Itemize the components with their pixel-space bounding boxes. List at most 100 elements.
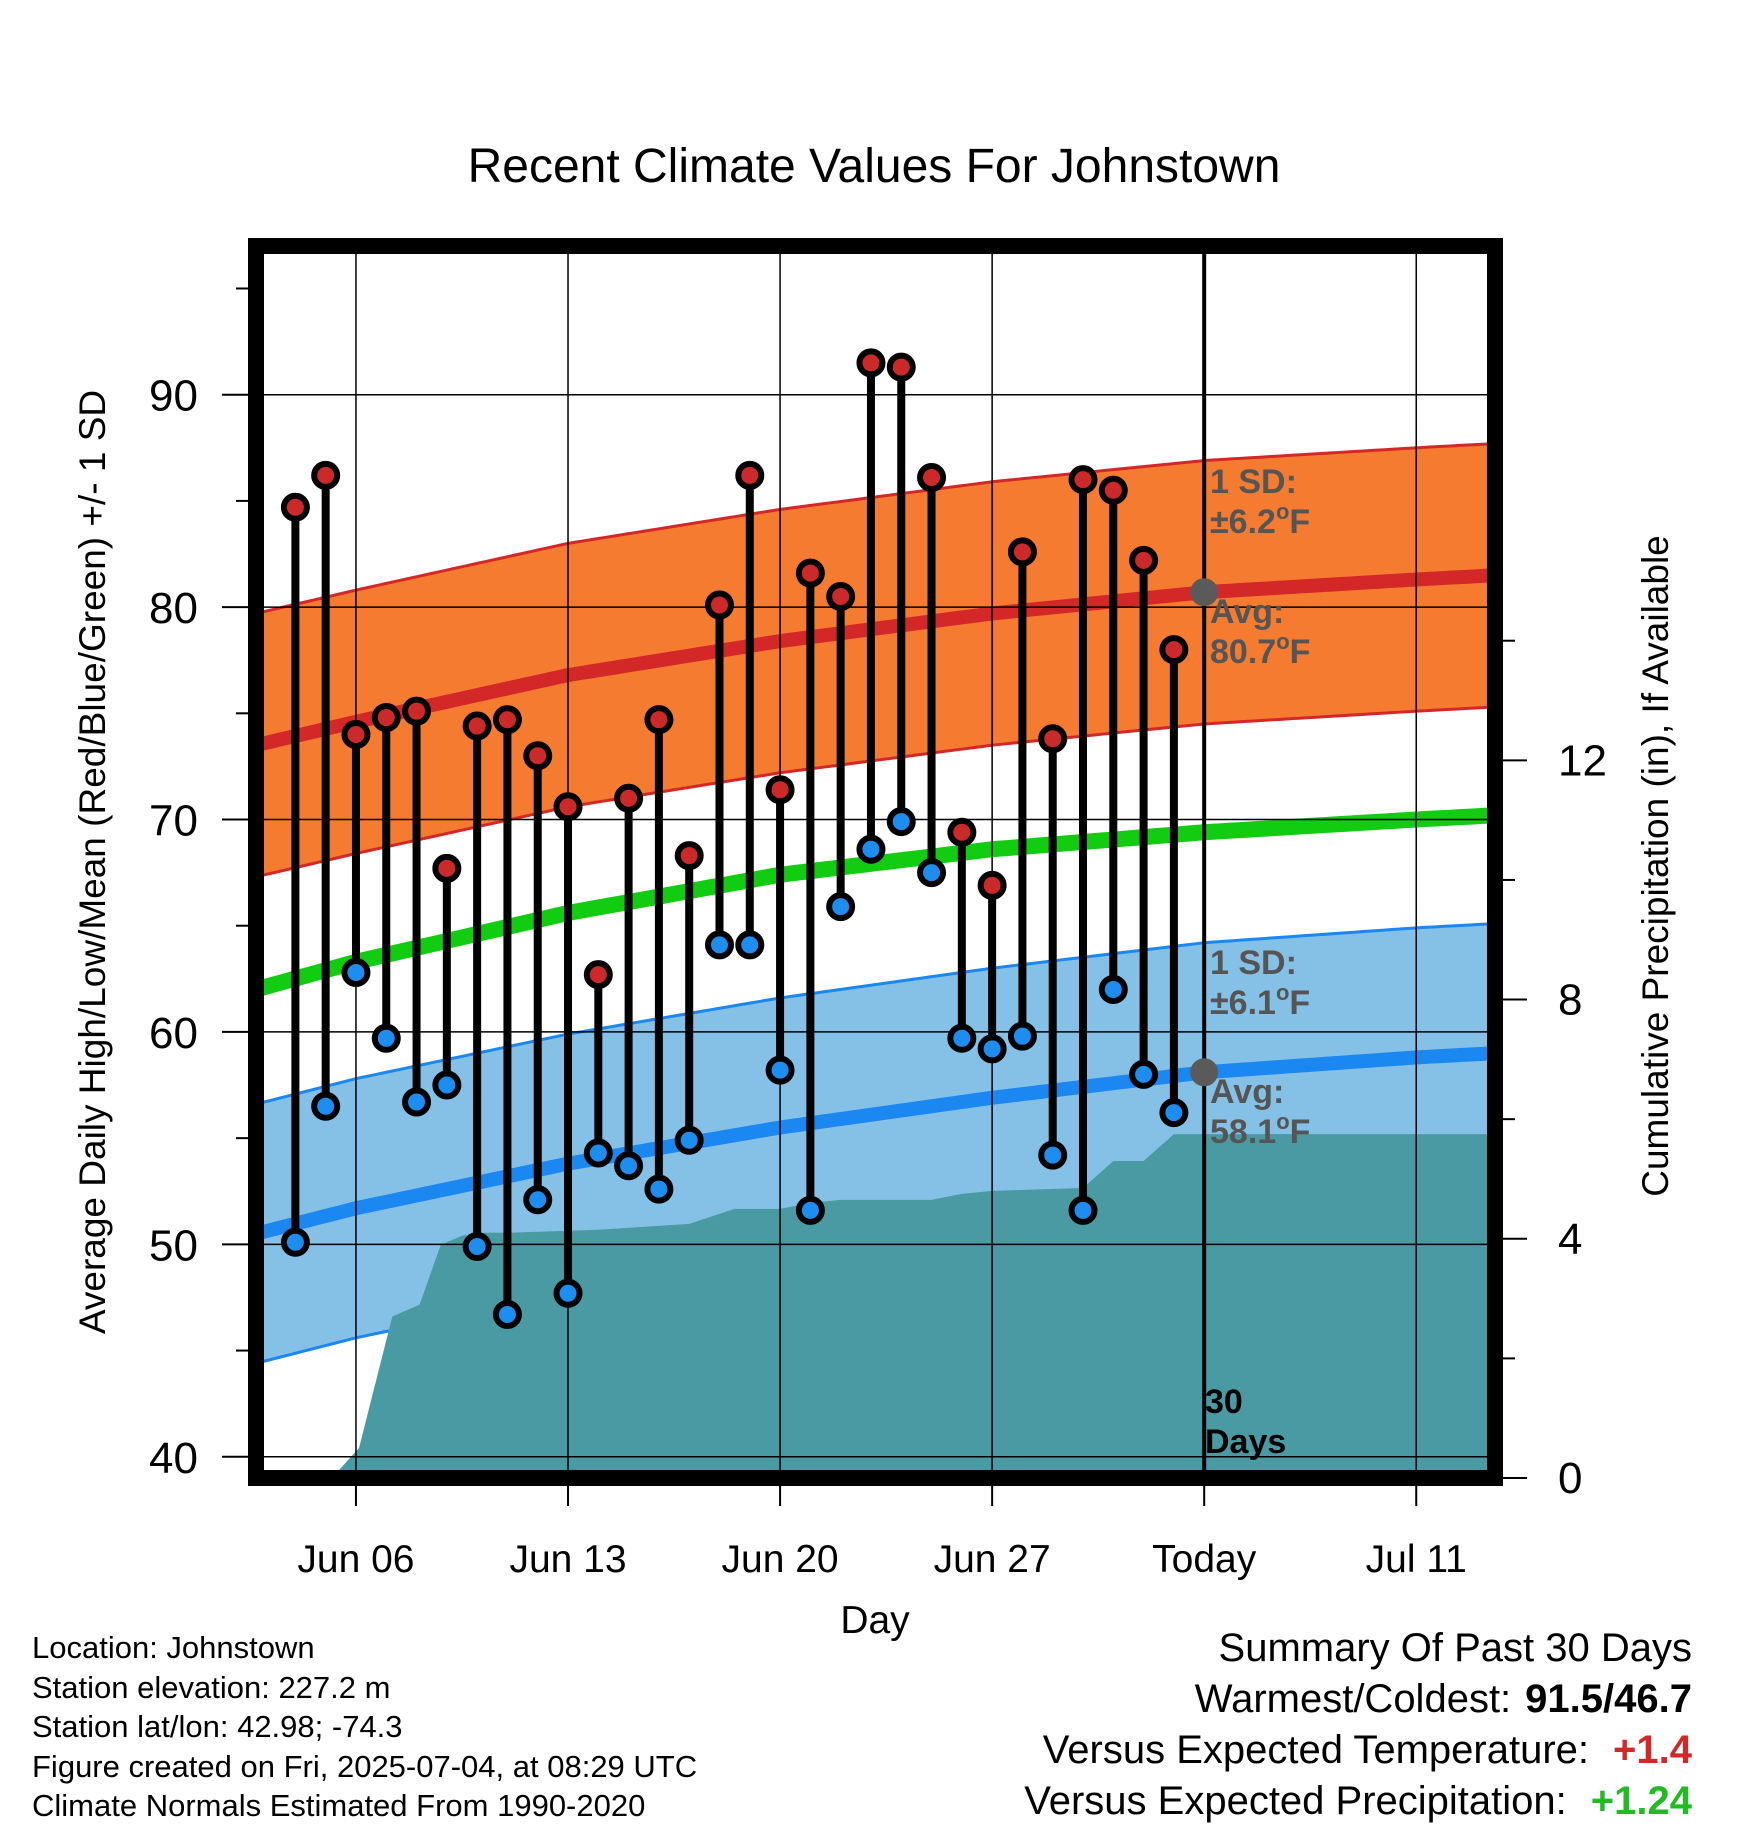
- daily-high-point: [371, 703, 401, 733]
- daily-low-point: [1129, 1059, 1159, 1089]
- expected-temp-label: Versus Expected Temperature:: [1042, 1728, 1590, 1772]
- daily-low-point: [402, 1087, 432, 1117]
- y2-tick-label: 4: [1558, 1215, 1582, 1264]
- daily-high-point: [462, 711, 492, 741]
- x-tick-label: Jun 13: [509, 1538, 626, 1581]
- high-avg-value: 80.7oF: [1210, 629, 1310, 671]
- daily-low-point: [1098, 974, 1128, 1004]
- daily-low-point: [947, 1023, 977, 1053]
- daily-high-point: [523, 741, 553, 771]
- today-window-label-line1: 30: [1205, 1383, 1243, 1421]
- daily-low-point: [765, 1055, 795, 1085]
- low-avg-value: 58.1oF: [1210, 1109, 1310, 1151]
- daily-high-point: [492, 705, 522, 735]
- high-sd-value: ±6.2oF: [1210, 499, 1310, 541]
- daily-low-point: [795, 1195, 825, 1225]
- cumulative-precipitation-area: [256, 1134, 1495, 1478]
- summary-panel: Summary Of Past 30 Days Warmest/Coldest:…: [1024, 1623, 1692, 1827]
- y2-tick-label: 12: [1558, 736, 1607, 785]
- daily-high-point: [583, 960, 613, 990]
- y2-tick-label: 8: [1558, 976, 1582, 1025]
- warmest-coldest-value: 91.5/46.7: [1525, 1677, 1692, 1721]
- daily-high-point: [341, 720, 371, 750]
- chart-title: Recent Climate Values For Johnstown: [468, 140, 1281, 193]
- summary-title: Summary Of Past 30 Days: [1218, 1626, 1692, 1670]
- y-tick-label: 60: [149, 1009, 198, 1058]
- today-high-avg-marker: [1190, 578, 1219, 607]
- daily-high-point: [947, 817, 977, 847]
- x-tick-label: Jun 27: [934, 1538, 1051, 1581]
- high-avg-label: Avg:: [1210, 593, 1284, 631]
- x-tick-label: Jul 11: [1366, 1538, 1467, 1581]
- daily-high-point: [1129, 545, 1159, 575]
- y2-tick-label: 0: [1558, 1454, 1582, 1503]
- daily-low-point: [523, 1185, 553, 1215]
- warmest-coldest-row: Warmest/Coldest: 91.5/46.7: [1024, 1674, 1692, 1725]
- expected-precip-value: +1.24: [1590, 1779, 1692, 1823]
- y-tick-label: 40: [149, 1434, 198, 1483]
- daily-low-point: [735, 930, 765, 960]
- daily-high-point: [735, 460, 765, 490]
- daily-high-point: [826, 581, 856, 611]
- daily-low-point: [462, 1231, 492, 1261]
- y2-axis-title: Cumulative Precipitation (in), If Availa…: [1635, 535, 1676, 1197]
- y-tick-label: 50: [149, 1221, 198, 1270]
- daily-low-point: [553, 1278, 583, 1308]
- y-tick-label: 70: [149, 797, 198, 846]
- high-sd-label: 1 SD:: [1210, 463, 1297, 501]
- daily-low-point: [977, 1034, 1007, 1064]
- daily-high-point: [644, 705, 674, 735]
- plot-frame: [248, 238, 1503, 1486]
- low-sd-label: 1 SD:: [1210, 944, 1297, 982]
- location-text: Location: Johnstown: [32, 1630, 315, 1665]
- x-tick-label: Jun 20: [722, 1538, 839, 1581]
- warmest-coldest-label: Warmest/Coldest:: [1194, 1677, 1512, 1721]
- daily-low-point: [674, 1125, 704, 1155]
- normals-text: Climate Normals Estimated From 1990-2020: [32, 1788, 646, 1823]
- expected-temp-value: +1.4: [1613, 1728, 1692, 1772]
- daily-low-point: [311, 1091, 341, 1121]
- y-tick-label: 90: [149, 372, 198, 421]
- x-axis-title: Day: [840, 1599, 910, 1642]
- daily-low-point: [341, 957, 371, 987]
- daily-high-point: [977, 870, 1007, 900]
- daily-high-point: [886, 352, 916, 382]
- daily-low-point: [856, 834, 886, 864]
- daily-low-point: [917, 858, 947, 888]
- expected-precip-label: Versus Expected Precipitation:: [1024, 1779, 1567, 1823]
- daily-high-point: [1098, 475, 1128, 505]
- created-text: Figure created on Fri, 2025-07-04, at 08…: [32, 1748, 698, 1784]
- daily-low-point: [644, 1174, 674, 1204]
- daily-low-point: [371, 1023, 401, 1053]
- low-sd-value: ±6.1oF: [1210, 980, 1310, 1022]
- daily-low-point: [280, 1227, 310, 1257]
- daily-low-point: [1038, 1140, 1068, 1170]
- daily-high-point: [553, 792, 583, 822]
- daily-high-point: [1038, 724, 1068, 754]
- normal-low-sd-band-upper-edge: [256, 922, 1491, 1106]
- today-window-label-line2: Days: [1205, 1423, 1286, 1461]
- daily-high-point: [311, 460, 341, 490]
- x-tick-label: Jun 06: [297, 1538, 414, 1581]
- daily-low-point: [614, 1151, 644, 1181]
- daily-high-point: [856, 348, 886, 378]
- latlon-text: Station lat/lon: 42.98; -74.3: [32, 1709, 403, 1744]
- daily-high-point: [280, 492, 310, 522]
- daily-low-point: [583, 1138, 613, 1168]
- daily-high-point: [1007, 537, 1037, 567]
- elevation-text: Station elevation: 227.2 m: [32, 1669, 391, 1705]
- daily-high-point: [432, 853, 462, 883]
- daily-low-point: [1007, 1021, 1037, 1051]
- daily-high-point: [1159, 635, 1189, 665]
- daily-high-point: [917, 463, 947, 493]
- daily-low-point: [826, 892, 856, 922]
- low-avg-label: Avg:: [1210, 1073, 1284, 1111]
- today-low-avg-marker: [1190, 1058, 1219, 1087]
- daily-high-point: [614, 783, 644, 813]
- daily-high-point: [402, 696, 432, 726]
- daily-high-point: [765, 775, 795, 805]
- daily-high-point: [1068, 465, 1098, 495]
- daily-low-point: [432, 1070, 462, 1100]
- daily-low-point: [1068, 1195, 1098, 1225]
